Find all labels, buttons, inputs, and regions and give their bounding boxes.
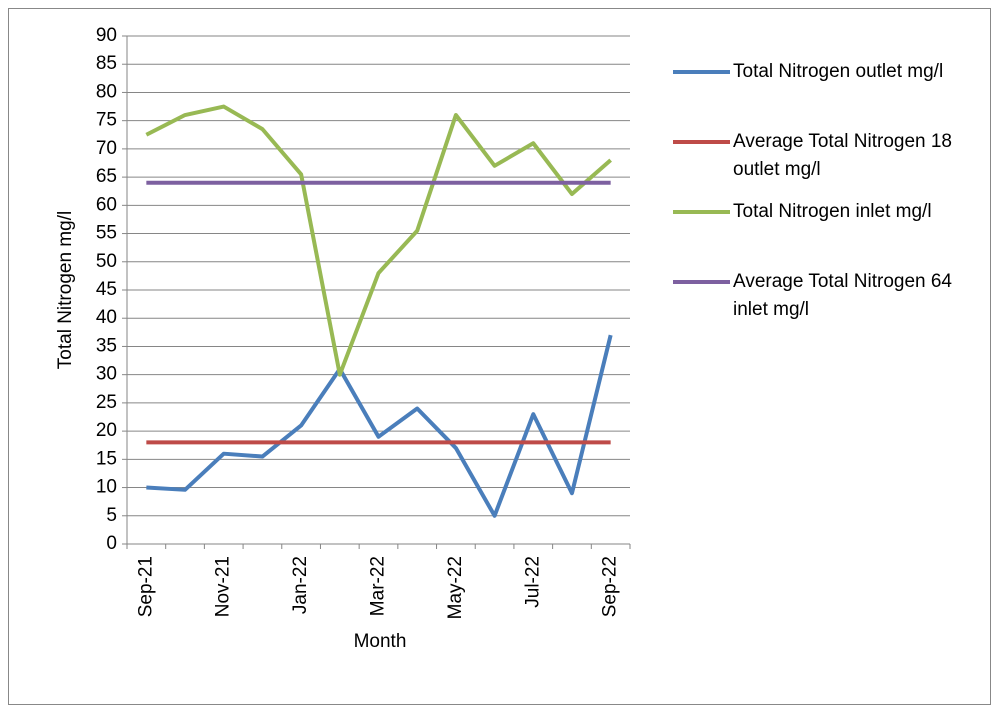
- legend-label: Average Total Nitrogen 64 inlet mg/l: [733, 271, 953, 320]
- series-line: [146, 334, 613, 518]
- y-tick-label: 60: [96, 194, 117, 215]
- x-tick-label: Mar-22: [368, 556, 389, 616]
- y-axis-label: Total Nitrogen mg/l: [55, 211, 76, 369]
- y-tick-label: 80: [96, 81, 117, 102]
- y-tick-label: 10: [96, 477, 117, 498]
- x-tick-label: Jul-22: [522, 556, 543, 608]
- y-tick-label: 20: [96, 420, 117, 441]
- x-tick-label: May-22: [445, 556, 466, 619]
- y-tick-label: 40: [96, 307, 117, 328]
- legend-label: Total Nitrogen inlet mg/l: [733, 201, 932, 222]
- y-tick-label: 0: [106, 533, 117, 554]
- x-tick-label: Sep-22: [600, 556, 621, 617]
- legend-label: Average Total Nitrogen 18 outlet mg/l: [733, 131, 953, 180]
- y-tick-label: 15: [96, 448, 117, 469]
- y-tick-label: 25: [96, 392, 117, 413]
- y-tick-label: 30: [96, 364, 117, 385]
- y-tick-label: 35: [96, 335, 117, 356]
- chart-border: [8, 8, 991, 705]
- x-axis-label: Month: [354, 631, 407, 652]
- y-tick-label: 65: [96, 166, 117, 187]
- y-tick-label: 55: [96, 223, 117, 244]
- legend-label: Total Nitrogen outlet mg/l: [733, 61, 944, 82]
- y-tick-label: 50: [96, 251, 117, 272]
- y-tick-label: 5: [106, 505, 117, 526]
- y-tick-label: 70: [96, 138, 117, 159]
- x-tick-label: Sep-21: [135, 556, 156, 617]
- y-tick-label: 75: [96, 110, 117, 131]
- y-tick-label: 90: [96, 25, 117, 46]
- x-tick-label: Jan-22: [290, 556, 311, 614]
- y-tick-label: 85: [96, 53, 117, 74]
- series-line: [145, 104, 612, 377]
- y-tick-label: 45: [96, 279, 117, 300]
- x-tick-label: Nov-21: [213, 556, 234, 617]
